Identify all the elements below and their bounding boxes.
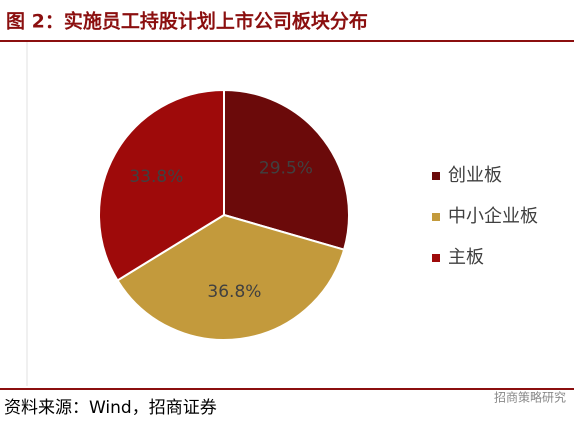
data-label: 36.8% — [207, 282, 261, 302]
data-label: 33.8% — [129, 167, 183, 187]
legend-swatch — [432, 213, 440, 221]
legend-swatch — [432, 172, 440, 180]
chart-title: 图 2：实施员工持股计划上市公司板块分布 — [6, 10, 368, 33]
legend-label: 创业板 — [448, 165, 502, 186]
legend-label: 中小企业板 — [448, 206, 538, 227]
pie-slice — [98, 88, 225, 282]
legend-label: 主板 — [448, 247, 484, 268]
pie-slice — [223, 88, 350, 251]
legend-swatch — [432, 254, 440, 262]
source: 资料来源：Wind，招商证券 — [4, 398, 217, 418]
watermark: 招商策略研究 — [494, 390, 566, 405]
data-label: 29.5% — [259, 158, 313, 178]
